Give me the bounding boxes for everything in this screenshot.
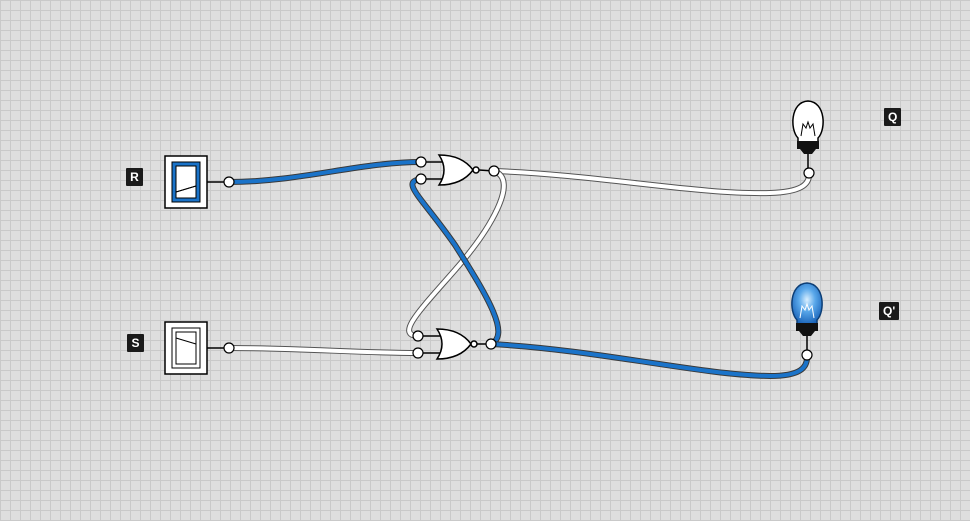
q-not-bulb: [791, 282, 823, 355]
wire-r-to-top-nor[interactable]: [226, 159, 424, 185]
s-switch-output-port[interactable]: [223, 342, 235, 354]
top-nor-input-1-port[interactable]: [415, 156, 427, 168]
r-switch[interactable]: [164, 155, 229, 209]
q-not-bulb-input-port[interactable]: [801, 349, 813, 361]
top-nor-gate[interactable]: [421, 154, 495, 186]
top-nor-input-2-port[interactable]: [415, 173, 427, 185]
s-label: S: [127, 334, 144, 352]
r-label: R: [126, 168, 143, 186]
q-bulb: [792, 100, 824, 173]
q-label: Q: [884, 108, 902, 126]
r-switch-output-port[interactable]: [223, 176, 235, 188]
wire-bottom-nor-feedback[interactable]: [409, 176, 502, 347]
wire-top-nor-feedback[interactable]: [406, 168, 507, 339]
bottom-nor-input-1-port[interactable]: [412, 330, 424, 342]
wire-s-to-bottom-nor[interactable]: [226, 345, 421, 356]
q-not-label: Q': [879, 302, 900, 320]
wire-bottom-nor-to-q-not[interactable]: [488, 341, 811, 380]
bottom-nor-gate[interactable]: [418, 328, 491, 360]
top-nor-output-port[interactable]: [488, 165, 500, 177]
wire-top-nor-to-q[interactable]: [491, 168, 813, 197]
q-bulb-input-port[interactable]: [803, 167, 815, 179]
ports: [223, 156, 815, 361]
bottom-nor-output-port[interactable]: [485, 338, 497, 350]
s-switch[interactable]: [164, 321, 229, 375]
bottom-nor-input-2-port[interactable]: [412, 347, 424, 359]
